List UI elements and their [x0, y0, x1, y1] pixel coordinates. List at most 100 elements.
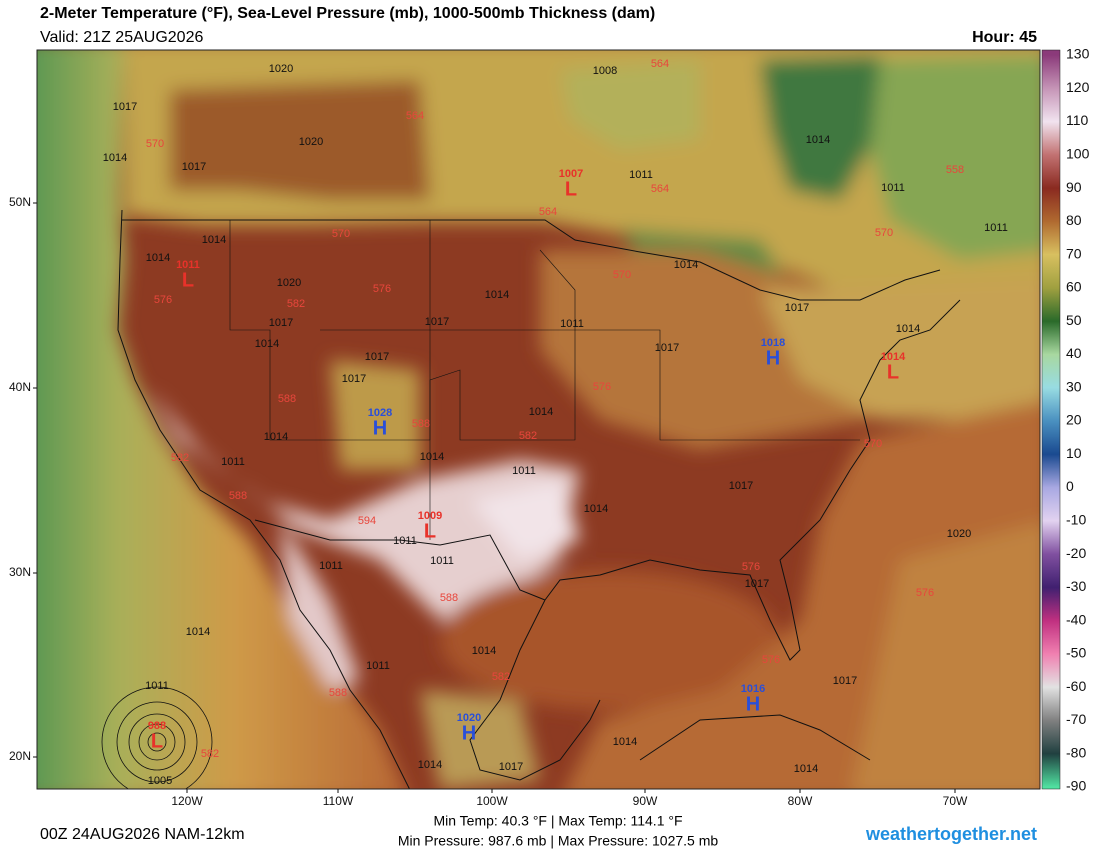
colorbar-tick-label: 100 [1066, 146, 1090, 162]
thickness-label: 576 [916, 587, 934, 599]
lat-label: 50N [9, 195, 31, 209]
thickness-label: 594 [358, 515, 376, 527]
hudson-bay [760, 55, 880, 200]
isobar-label: 1014 [529, 406, 553, 418]
map: 1020 1008 1017 1020 1014 1017 1011 1014 1011 1011… [37, 50, 1040, 789]
thickness-label: 576 [154, 294, 172, 306]
colorbar-tick-label: 40 [1066, 345, 1082, 361]
atlantic-gulf-coast [544, 299, 961, 661]
colorbar-tick-label: 110 [1066, 112, 1089, 128]
isobar-label: 1017 [745, 578, 769, 590]
colorbar-tick-label: 120 [1066, 79, 1090, 95]
isobar-label: 1017 [655, 342, 679, 354]
labrador [870, 55, 1040, 260]
center-pressure: 1009 [418, 510, 442, 522]
lon-label: 70W [943, 794, 968, 808]
thickness-label: 588 [440, 592, 458, 604]
thickness-label: 564 [651, 58, 669, 70]
thickness-label: 582 [492, 671, 510, 683]
isobar-label: 1017 [833, 675, 857, 687]
isobar-label: 1014 [418, 759, 442, 771]
isobar-label: 1011 [319, 560, 343, 572]
center-pressure: 1007 [559, 168, 583, 180]
ontario-north [560, 60, 700, 150]
thickness-label: 588 [412, 418, 430, 430]
colorbar-tick-label: 50 [1066, 312, 1082, 328]
isobar-label: 1011 [393, 535, 417, 547]
site-link[interactable]: weathertogether.net [865, 824, 1037, 844]
isobar-label: 1017 [499, 761, 523, 773]
thickness-label: 564 [651, 183, 669, 195]
isobar-label: 1011 [881, 182, 905, 194]
isobar-label: 1011 [512, 465, 536, 477]
thickness-label: 570 [864, 438, 882, 450]
center-pressure: 1014 [881, 351, 906, 363]
isobar-label: 1011 [984, 222, 1008, 234]
lon-label: 110W [323, 794, 354, 808]
center-letter: H [766, 347, 780, 369]
baja-hot [280, 520, 360, 690]
texas-hot [470, 480, 580, 560]
thickness-label: 576 [373, 283, 391, 295]
gulf [440, 570, 780, 710]
pressure-stats: Min Pressure: 987.6 mb | Max Pressure: 1… [398, 833, 719, 849]
thickness-label: 582 [519, 430, 537, 442]
us-mexico-border [254, 519, 546, 601]
map-frame [36, 49, 1041, 790]
isobar-label: 1005 [148, 775, 172, 787]
model-run: 00Z 24AUG2026 NAM-12km [40, 826, 245, 843]
isobar-label: 1014 [584, 503, 608, 515]
thickness-label: 582 [201, 748, 219, 760]
isobar-label: 1014 [613, 736, 637, 748]
colorbar-tick-label: -90 [1066, 778, 1086, 794]
isobar-label: 1014 [794, 763, 818, 775]
isobar-label: 1014 [896, 323, 920, 335]
isobar-label: 1011 [629, 169, 653, 181]
isobar-label: 1017 [729, 480, 753, 492]
colorbar-tick-label: -80 [1066, 744, 1086, 760]
colorbar-tick-label: -30 [1066, 578, 1086, 594]
pacific-coast [117, 209, 411, 789]
lon-label: 90W [633, 794, 658, 808]
forecast-hour: Hour: 45 [972, 29, 1037, 46]
thickness-label: 564 [406, 110, 424, 122]
isobar-label: 1014 [146, 252, 170, 264]
center-letter: H [746, 693, 760, 715]
isobar-label: 1014 [255, 338, 279, 350]
colorbar-tick-label: -50 [1066, 645, 1086, 661]
lat-label: 40N [9, 380, 31, 394]
center-letter: L [887, 361, 899, 383]
isobar-label: 1017 [113, 101, 137, 113]
valid-time: Valid: 21Z 25AUG2026 [40, 29, 203, 46]
colorbar-tick-label: 10 [1066, 445, 1082, 461]
isobar-label: 1011 [366, 660, 390, 672]
colorbar-tick-label: 80 [1066, 212, 1082, 228]
mexico-coast [469, 599, 601, 781]
isobar-label: 1014 [186, 626, 210, 638]
temperature-field [37, 50, 1040, 789]
center-pressure: 1020 [457, 712, 481, 724]
thickness-label: 582 [287, 298, 305, 310]
cuba [639, 714, 871, 761]
lon-label: 80W [788, 794, 813, 808]
colorbar-tick-label: -70 [1066, 711, 1086, 727]
isobar-label: 1020 [277, 277, 301, 289]
colorbar-tick-label: 130 [1066, 46, 1090, 62]
thickness-label: 576 [742, 561, 760, 573]
us-canada-border [122, 219, 941, 301]
colorbar [1041, 49, 1061, 790]
center-pressure: 1018 [761, 337, 785, 349]
isobar-label: 1014 [202, 234, 226, 246]
center-letter: L [424, 520, 436, 542]
colorbar-tick-label: -40 [1066, 611, 1086, 627]
center-pressure: 988 [148, 720, 166, 732]
center-pressure: 1016 [741, 683, 765, 695]
colorbar-tick-label: 30 [1066, 378, 1082, 394]
isobar-label: 1020 [269, 63, 293, 75]
isobar-label: 1017 [425, 316, 449, 328]
colorbar-tick-label: -10 [1066, 512, 1086, 528]
thickness-label: 588 [329, 687, 347, 699]
isobar-label: 1020 [947, 528, 971, 540]
thickness-label: 570 [613, 269, 631, 281]
